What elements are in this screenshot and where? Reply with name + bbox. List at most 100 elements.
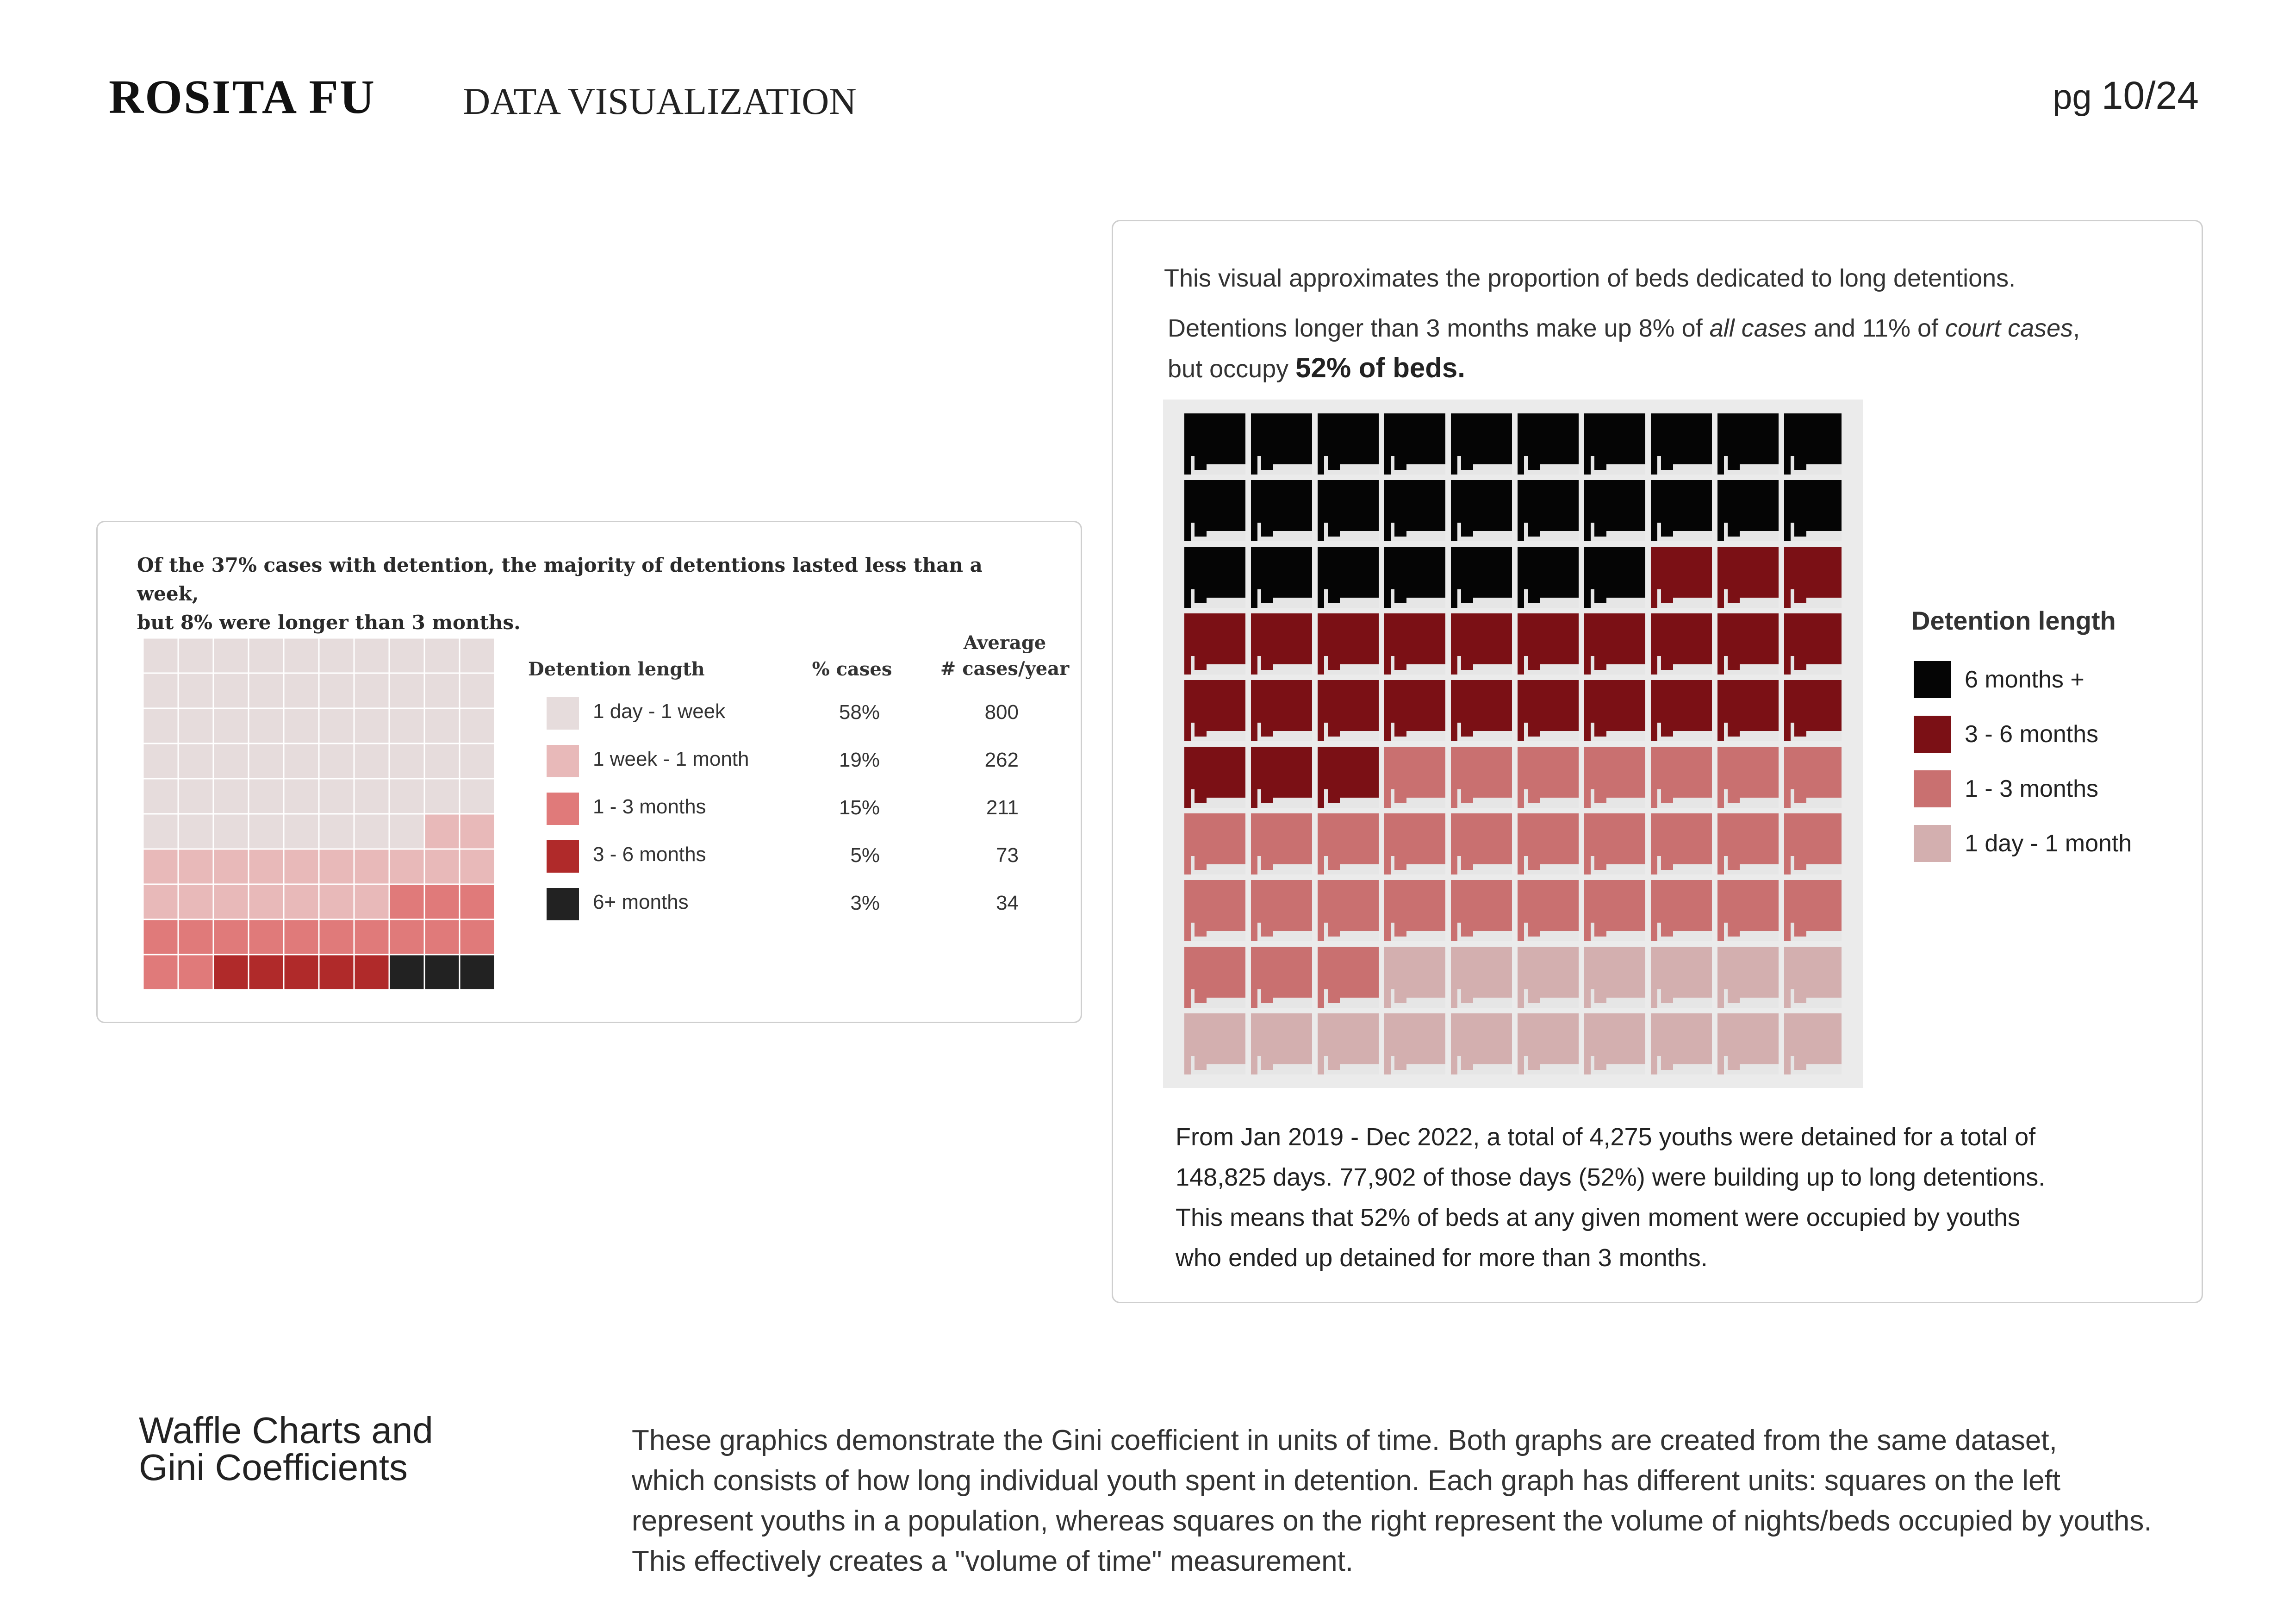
legend-avg-cases: 800 xyxy=(984,701,1019,724)
beds-waffle-square-1-3-months xyxy=(1384,880,1445,941)
beds-waffle-square-3-6-months xyxy=(1784,680,1842,741)
cases-waffle-square-1-3-months xyxy=(355,920,389,954)
beds-waffle-square-1-day-1-month xyxy=(1584,947,1645,1008)
cases-waffle-square-1-day-1-week xyxy=(390,744,424,778)
cases-waffle-square-1-day-1-week xyxy=(390,674,424,708)
bottom-description-line-2: which consists of how long individual yo… xyxy=(632,1465,2061,1497)
cases-waffle-square-1-day-1-week xyxy=(355,638,389,673)
cases-waffle-square-1-day-1-week xyxy=(319,674,354,708)
beds-waffle-square-6-months-plus xyxy=(1384,413,1445,475)
section-title: DATA VISUALIZATION xyxy=(463,80,857,122)
header-average: Average # cases/year xyxy=(931,630,1079,682)
cases-waffle-square-3-6-months xyxy=(249,955,283,989)
cases-waffle-square-1-day-1-week xyxy=(319,779,354,813)
beds-waffle-square-6-months-plus xyxy=(1518,547,1579,608)
beds-waffle-square-3-6-months xyxy=(1651,613,1712,675)
beds-waffle-square-6-months-plus xyxy=(1251,547,1312,608)
beds-waffle-square-1-day-1-month xyxy=(1451,1013,1512,1074)
cases-caption-line-1: Of the 37% cases with detention, the maj… xyxy=(137,554,983,605)
beds-waffle-square-1-3-months xyxy=(1518,747,1579,808)
cases-legend-row-3-6-months: 3 - 6 months 5% 73 xyxy=(528,837,1060,884)
cases-waffle-square-1-day-1-week xyxy=(284,638,318,673)
beds-waffle-square-3-6-months xyxy=(1518,680,1579,741)
beds-waffle-square-6-months-plus xyxy=(1584,480,1645,541)
cases-waffle-square-1-day-1-week xyxy=(249,709,283,743)
beds-waffle-square-6-months-plus xyxy=(1451,547,1512,608)
legend-label: 3 - 6 months xyxy=(1965,721,2099,748)
cases-waffle-square-1-week-1-month xyxy=(284,885,318,919)
legend-pct-cases: 3% xyxy=(850,892,880,914)
beds-waffle-square-3-6-months xyxy=(1251,747,1312,808)
cases-waffle-square-1-day-1-week xyxy=(284,814,318,849)
beds-waffle-square-6-months-plus xyxy=(1318,547,1379,608)
cases-waffle-square-1-day-1-week xyxy=(179,779,213,813)
beds-waffle-square-6-months-plus xyxy=(1251,480,1312,541)
header-average-line-2: # cases/year xyxy=(940,658,1070,680)
beds-waffle-square-3-6-months xyxy=(1584,680,1645,741)
cases-waffle-chart xyxy=(143,638,494,989)
beds-legend-title: Detention length xyxy=(1911,606,2116,635)
legend-avg-cases: 262 xyxy=(984,749,1019,771)
cases-waffle-square-3-6-months xyxy=(284,955,318,989)
beds-explanation-line-2: 148,825 days. 77,902 of those days (52%)… xyxy=(1176,1163,2046,1191)
cases-waffle-square-1-3-months xyxy=(425,920,459,954)
cases-waffle-square-1-day-1-week xyxy=(179,638,213,673)
beds-waffle-square-3-6-months xyxy=(1184,680,1245,741)
cases-waffle-square-1-week-1-month xyxy=(214,885,248,919)
cases-waffle-square-1-day-1-week xyxy=(460,744,494,778)
bottom-title-line-2: Gini Coefficients xyxy=(139,1447,408,1488)
beds-waffle-square-1-day-1-month xyxy=(1518,1013,1579,1074)
legend-swatch xyxy=(547,793,579,825)
cases-waffle-square-1-day-1-week xyxy=(319,709,354,743)
beds-waffle-square-1-3-months xyxy=(1584,813,1645,874)
beds-waffle-square-1-3-months xyxy=(1717,880,1779,941)
cases-waffle-square-1-3-months xyxy=(425,885,459,919)
cases-waffle-square-1-day-1-week xyxy=(214,709,248,743)
beds-waffle-square-3-6-months xyxy=(1451,680,1512,741)
cases-waffle-square-1-day-1-week xyxy=(214,814,248,849)
cases-waffle-square-1-day-1-week xyxy=(390,814,424,849)
beds-waffle-square-1-3-months xyxy=(1251,947,1312,1008)
beds-waffle-square-6-months-plus xyxy=(1318,480,1379,541)
beds-waffle-square-6-months-plus xyxy=(1184,547,1245,608)
cases-waffle-square-1-week-1-month xyxy=(249,885,283,919)
summary-text-c: , xyxy=(2073,314,2080,342)
cases-waffle-square-1-3-months xyxy=(143,920,178,954)
beds-waffle-square-1-3-months xyxy=(1651,880,1712,941)
beds-waffle-square-6-months-plus xyxy=(1717,413,1779,475)
beds-waffle-square-1-day-1-month xyxy=(1384,1013,1445,1074)
legend-swatch xyxy=(1914,661,1951,698)
cases-waffle-square-6plus-months xyxy=(425,955,459,989)
cases-waffle-square-1-week-1-month xyxy=(143,885,178,919)
beds-waffle-square-6-months-plus xyxy=(1451,413,1512,475)
summary-em-all-cases: all cases xyxy=(1709,314,1807,342)
cases-waffle-square-1-3-months xyxy=(390,920,424,954)
legend-swatch xyxy=(547,697,579,730)
cases-waffle-square-1-3-months xyxy=(390,885,424,919)
beds-waffle-square-3-6-months xyxy=(1717,680,1779,741)
legend-avg-cases: 73 xyxy=(996,844,1019,867)
summary-em-court-cases: court cases xyxy=(1945,314,2073,342)
cases-waffle-square-1-week-1-month xyxy=(179,885,213,919)
beds-waffle-square-1-day-1-month xyxy=(1251,1013,1312,1074)
author-name: ROSITA FU xyxy=(109,70,376,124)
cases-waffle-square-1-3-months xyxy=(143,955,178,989)
cases-waffle-card: Of the 37% cases with detention, the maj… xyxy=(96,521,1082,1023)
legend-swatch xyxy=(1914,716,1951,753)
cases-waffle-square-1-3-months xyxy=(284,920,318,954)
beds-waffle-chart xyxy=(1184,413,1842,1074)
legend-swatch xyxy=(547,745,579,777)
beds-waffle-square-1-3-months xyxy=(1584,747,1645,808)
beds-legend: Detention length 6 months + 3 - 6 months 1… xyxy=(1911,606,2132,862)
beds-waffle-square-6-months-plus xyxy=(1651,413,1712,475)
beds-waffle-square-1-3-months xyxy=(1784,880,1842,941)
summary-text-d: but occupy xyxy=(1168,355,1296,383)
beds-waffle-square-3-6-months xyxy=(1384,613,1445,675)
beds-explanation-line-1: From Jan 2019 - Dec 2022, a total of 4,2… xyxy=(1176,1123,2036,1151)
beds-waffle-square-1-3-months xyxy=(1784,813,1842,874)
cases-waffle-square-6plus-months xyxy=(390,955,424,989)
beds-waffle-square-6-months-plus xyxy=(1518,480,1579,541)
cases-waffle-square-1-day-1-week xyxy=(179,709,213,743)
cases-waffle-square-1-day-1-week xyxy=(390,709,424,743)
beds-waffle-square-1-day-1-month xyxy=(1784,1013,1842,1074)
